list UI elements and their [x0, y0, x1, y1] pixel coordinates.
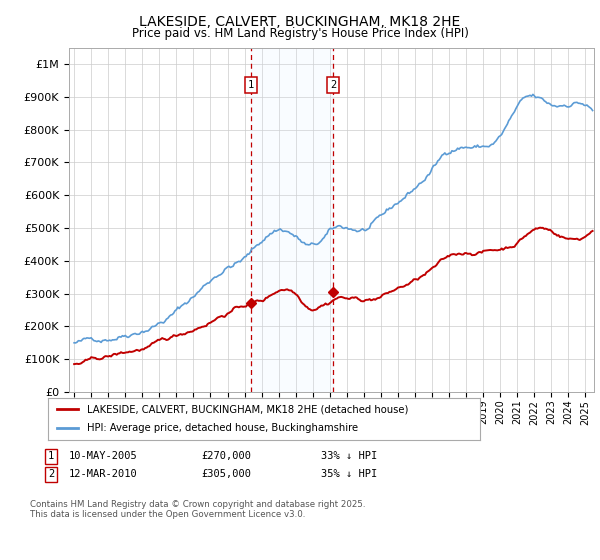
Text: 1: 1: [248, 80, 254, 90]
Text: Price paid vs. HM Land Registry's House Price Index (HPI): Price paid vs. HM Land Registry's House …: [131, 27, 469, 40]
Text: 1: 1: [48, 451, 54, 461]
Text: £305,000: £305,000: [201, 469, 251, 479]
Text: Contains HM Land Registry data © Crown copyright and database right 2025.
This d: Contains HM Land Registry data © Crown c…: [30, 500, 365, 519]
Text: 2: 2: [330, 80, 337, 90]
Text: 12-MAR-2010: 12-MAR-2010: [69, 469, 138, 479]
Text: 33% ↓ HPI: 33% ↓ HPI: [321, 451, 377, 461]
Text: LAKESIDE, CALVERT, BUCKINGHAM, MK18 2HE: LAKESIDE, CALVERT, BUCKINGHAM, MK18 2HE: [139, 15, 461, 29]
Text: 35% ↓ HPI: 35% ↓ HPI: [321, 469, 377, 479]
Text: 2: 2: [48, 469, 54, 479]
Text: LAKESIDE, CALVERT, BUCKINGHAM, MK18 2HE (detached house): LAKESIDE, CALVERT, BUCKINGHAM, MK18 2HE …: [87, 404, 408, 414]
Bar: [251, 48, 333, 392]
Text: HPI: Average price, detached house, Buckinghamshire: HPI: Average price, detached house, Buck…: [87, 423, 358, 433]
Text: 10-MAY-2005: 10-MAY-2005: [69, 451, 138, 461]
Text: £270,000: £270,000: [201, 451, 251, 461]
